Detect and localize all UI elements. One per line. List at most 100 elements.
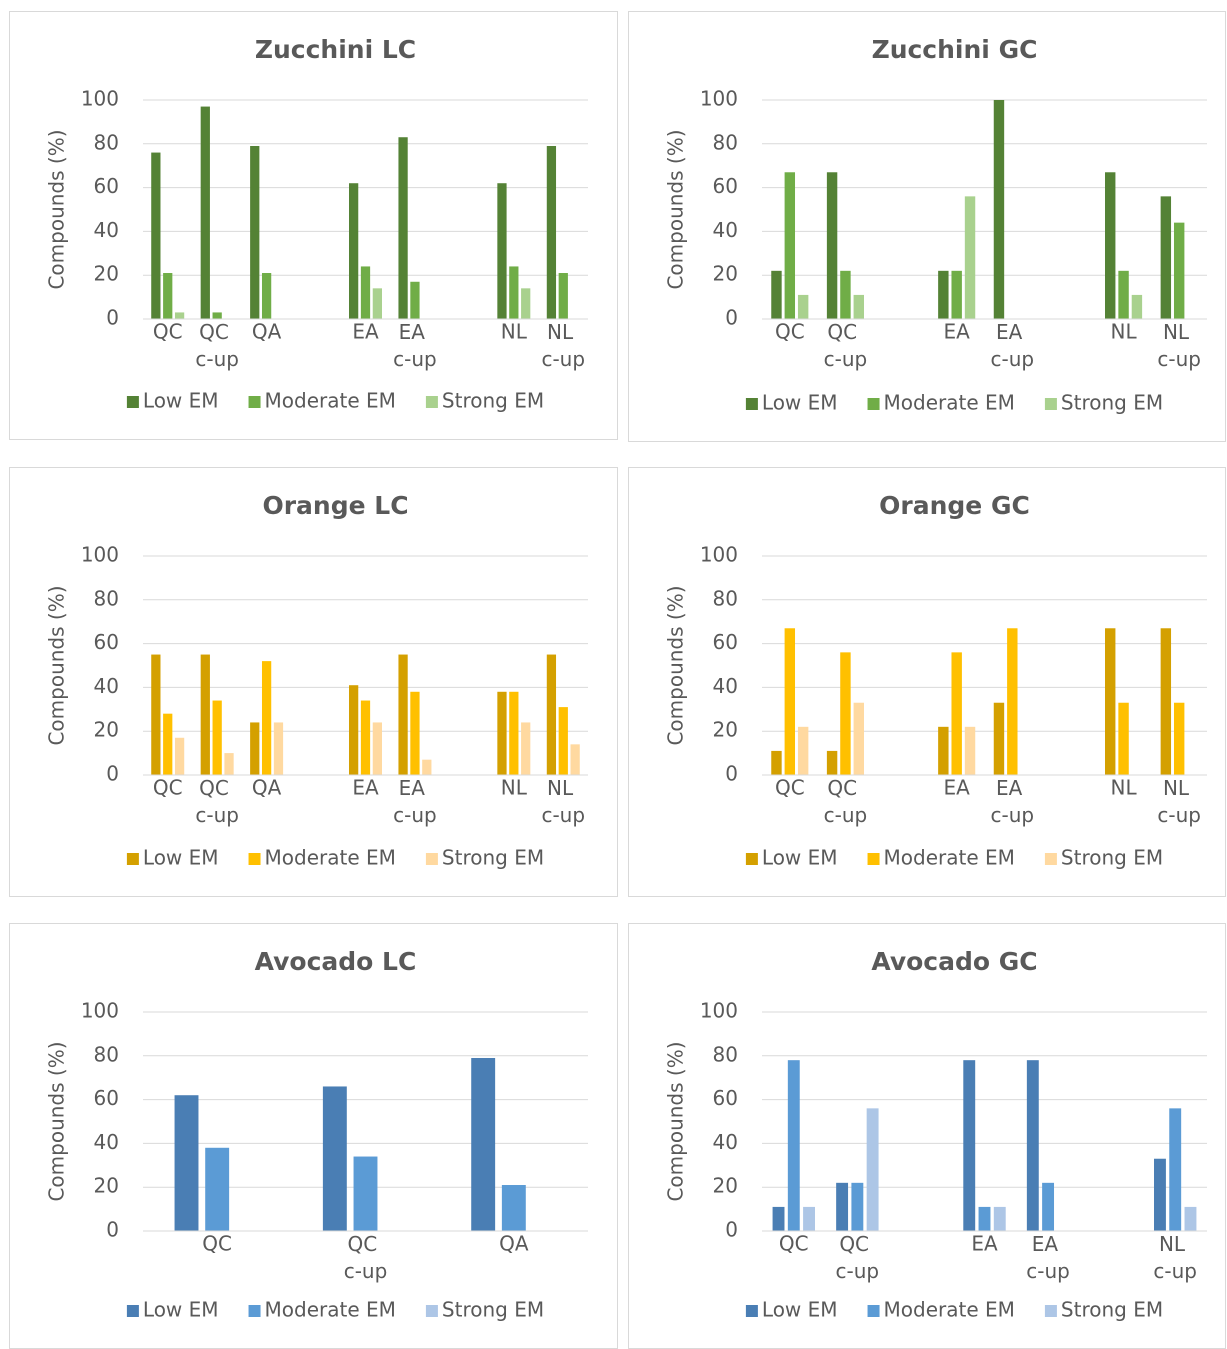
legend-swatch [1044, 398, 1057, 410]
bar [964, 196, 976, 319]
chart-panel: Orange GC Compounds (%) 0 20 40 60 80 100 QC QC c… [628, 467, 1226, 897]
y-tick-label: 0 [725, 762, 738, 786]
bar [570, 744, 580, 775]
bar [938, 726, 949, 775]
y-tick-label: 80 [713, 586, 738, 610]
legend: Low EM Moderate EM Strong EM [126, 1298, 544, 1322]
legend-swatch [248, 396, 261, 408]
bar [963, 1060, 976, 1231]
bar [163, 713, 173, 775]
x-tick-label: QC c-up [344, 1232, 388, 1283]
y-tick-label: 60 [713, 174, 738, 198]
x-tick-label: EA c-up [991, 320, 1035, 371]
panel-border [628, 467, 1226, 897]
bar [1105, 172, 1116, 319]
y-tick-label: 60 [713, 630, 738, 654]
bar [1184, 1206, 1197, 1231]
x-tick-label: EA [971, 1232, 998, 1256]
panel-border [628, 923, 1226, 1349]
bar [840, 652, 851, 775]
bar [1042, 1182, 1055, 1231]
bar [1169, 1108, 1182, 1231]
legend-label: Moderate EM [265, 1298, 396, 1322]
legend-swatch [425, 1305, 438, 1317]
x-tick-label: EA [944, 320, 971, 344]
y-axis-label: Compounds (%) [664, 129, 688, 289]
chart-title: Zucchini LC [255, 35, 416, 64]
legend-swatch [867, 1305, 880, 1317]
bar [250, 722, 260, 775]
bar [951, 652, 962, 775]
legend: Low EM Moderate EM Strong EM [745, 391, 1163, 415]
bar [509, 691, 519, 775]
chart-title: Avocado LC [255, 947, 417, 976]
bar [784, 172, 796, 319]
x-tick-label: EA c-up [393, 320, 437, 371]
x-tick-label: QC c-up [195, 776, 239, 827]
bar [509, 266, 519, 319]
bar [964, 726, 976, 775]
x-tick-label: QC c-up [824, 320, 868, 371]
x-tick-label: QC c-up [836, 1232, 880, 1283]
legend-label: Low EM [762, 391, 838, 415]
legend-label: Low EM [143, 846, 219, 870]
bar [521, 288, 531, 319]
bar [938, 270, 949, 319]
y-tick-label: 80 [94, 130, 119, 154]
bar [261, 661, 272, 775]
bar [497, 183, 507, 319]
bar [273, 722, 284, 775]
legend-swatch [248, 853, 261, 865]
y-tick-label: 0 [725, 306, 738, 330]
bar [993, 702, 1005, 775]
bar [836, 1182, 849, 1231]
bar [174, 737, 185, 775]
y-tick-label: 80 [94, 1042, 119, 1066]
x-tick-label: NL c-up [1153, 1232, 1197, 1283]
legend-label: Low EM [762, 846, 838, 870]
y-tick-label: 60 [713, 1086, 738, 1110]
y-tick-label: 40 [713, 218, 738, 242]
x-tick-label: QC [153, 320, 183, 344]
x-tick-label: EA c-up [393, 776, 437, 827]
x-tick-label: QA [499, 1232, 529, 1256]
chart-panel: Orange LC Compounds (%) 0 20 40 60 80 100 QC QC c… [9, 467, 618, 897]
bar [353, 1156, 378, 1231]
legend: Low EM Moderate EM Strong EM [126, 846, 544, 870]
legend: Low EM Moderate EM Strong EM [745, 1298, 1163, 1322]
bar [200, 106, 210, 319]
panel-border [628, 11, 1226, 442]
legend-label: Strong EM [1061, 846, 1163, 870]
bar [410, 691, 420, 775]
y-axis-label: Compounds (%) [45, 1041, 69, 1201]
legend-swatch [425, 853, 438, 865]
bar [1118, 270, 1129, 319]
bar [261, 273, 272, 319]
x-tick-label: QC [775, 320, 805, 344]
y-tick-label: 100 [81, 87, 119, 111]
legend-swatch [425, 396, 438, 408]
y-axis-label: Compounds (%) [45, 129, 69, 289]
legend-swatch [1044, 853, 1057, 865]
chart-title: Orange LC [262, 491, 408, 520]
y-axis-label: Compounds (%) [664, 1041, 688, 1201]
chart-panel: Avocado LC Compounds (%) 0 20 40 60 80 100 QC QC … [9, 923, 618, 1349]
legend-label: Low EM [143, 1298, 219, 1322]
legend: Low EM Moderate EM Strong EM [126, 389, 544, 413]
bar [349, 183, 359, 319]
legend-label: Strong EM [442, 389, 544, 413]
bar [497, 691, 507, 775]
legend-swatch [126, 396, 139, 408]
panel-border [9, 11, 618, 440]
y-tick-label: 60 [94, 630, 119, 654]
legend-swatch [745, 1305, 758, 1317]
y-tick-label: 80 [713, 1042, 738, 1066]
bar [797, 726, 809, 775]
chart-panel: Zucchini LC Compounds (%) 0 20 40 60 80 100 QC QC… [9, 11, 618, 440]
bar [784, 628, 796, 775]
bar [1160, 196, 1172, 319]
bar [787, 1060, 800, 1231]
x-tick-label: QC c-up [195, 320, 239, 371]
x-tick-label: NL c-up [541, 320, 585, 371]
